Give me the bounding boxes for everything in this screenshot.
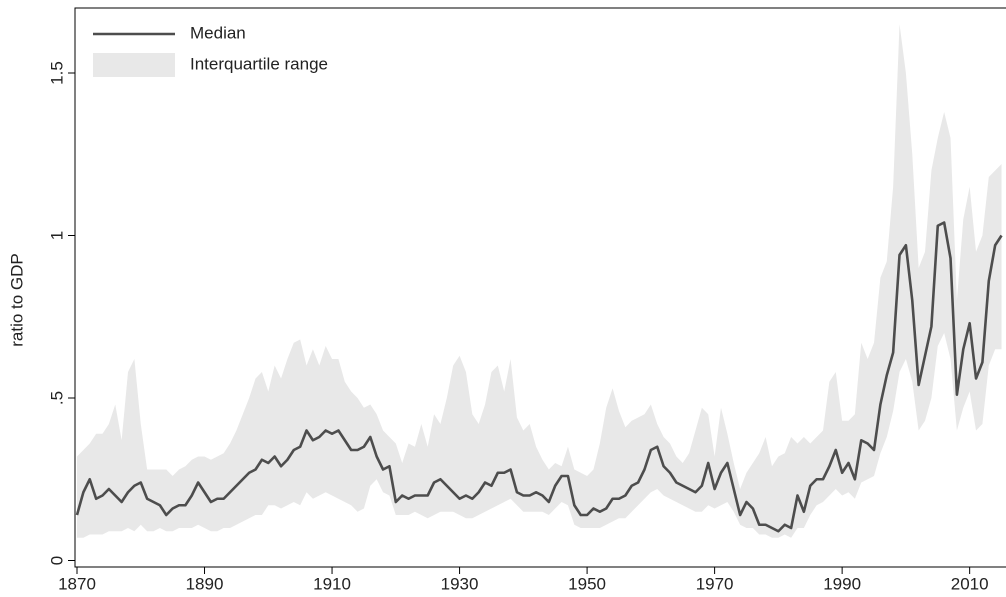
plot-frame	[74, 7, 1006, 568]
x-tick-label: 1990	[823, 574, 861, 593]
legend-swatch	[93, 53, 175, 77]
x-tick-label: 2010	[951, 574, 989, 593]
x-tick-label: 1870	[58, 574, 96, 593]
y-tick-label: 0	[47, 556, 66, 565]
x-tick-label: 1890	[186, 574, 224, 593]
x-tick-label: 1950	[568, 574, 606, 593]
x-tick-label: 1910	[313, 574, 351, 593]
y-tick-label: 1	[47, 231, 66, 240]
y-tick-label: 1.5	[47, 61, 66, 85]
y-tick-label: .5	[47, 391, 66, 405]
x-tick-label: 1970	[696, 574, 734, 593]
interquartile-band	[77, 24, 1002, 538]
x-tick-label: 1930	[441, 574, 479, 593]
median-line	[75, 221, 1003, 533]
legend-label: Interquartile range	[190, 54, 328, 73]
legend-label: Median	[190, 23, 246, 42]
y-axis-title: ratio to GDP	[7, 253, 26, 347]
